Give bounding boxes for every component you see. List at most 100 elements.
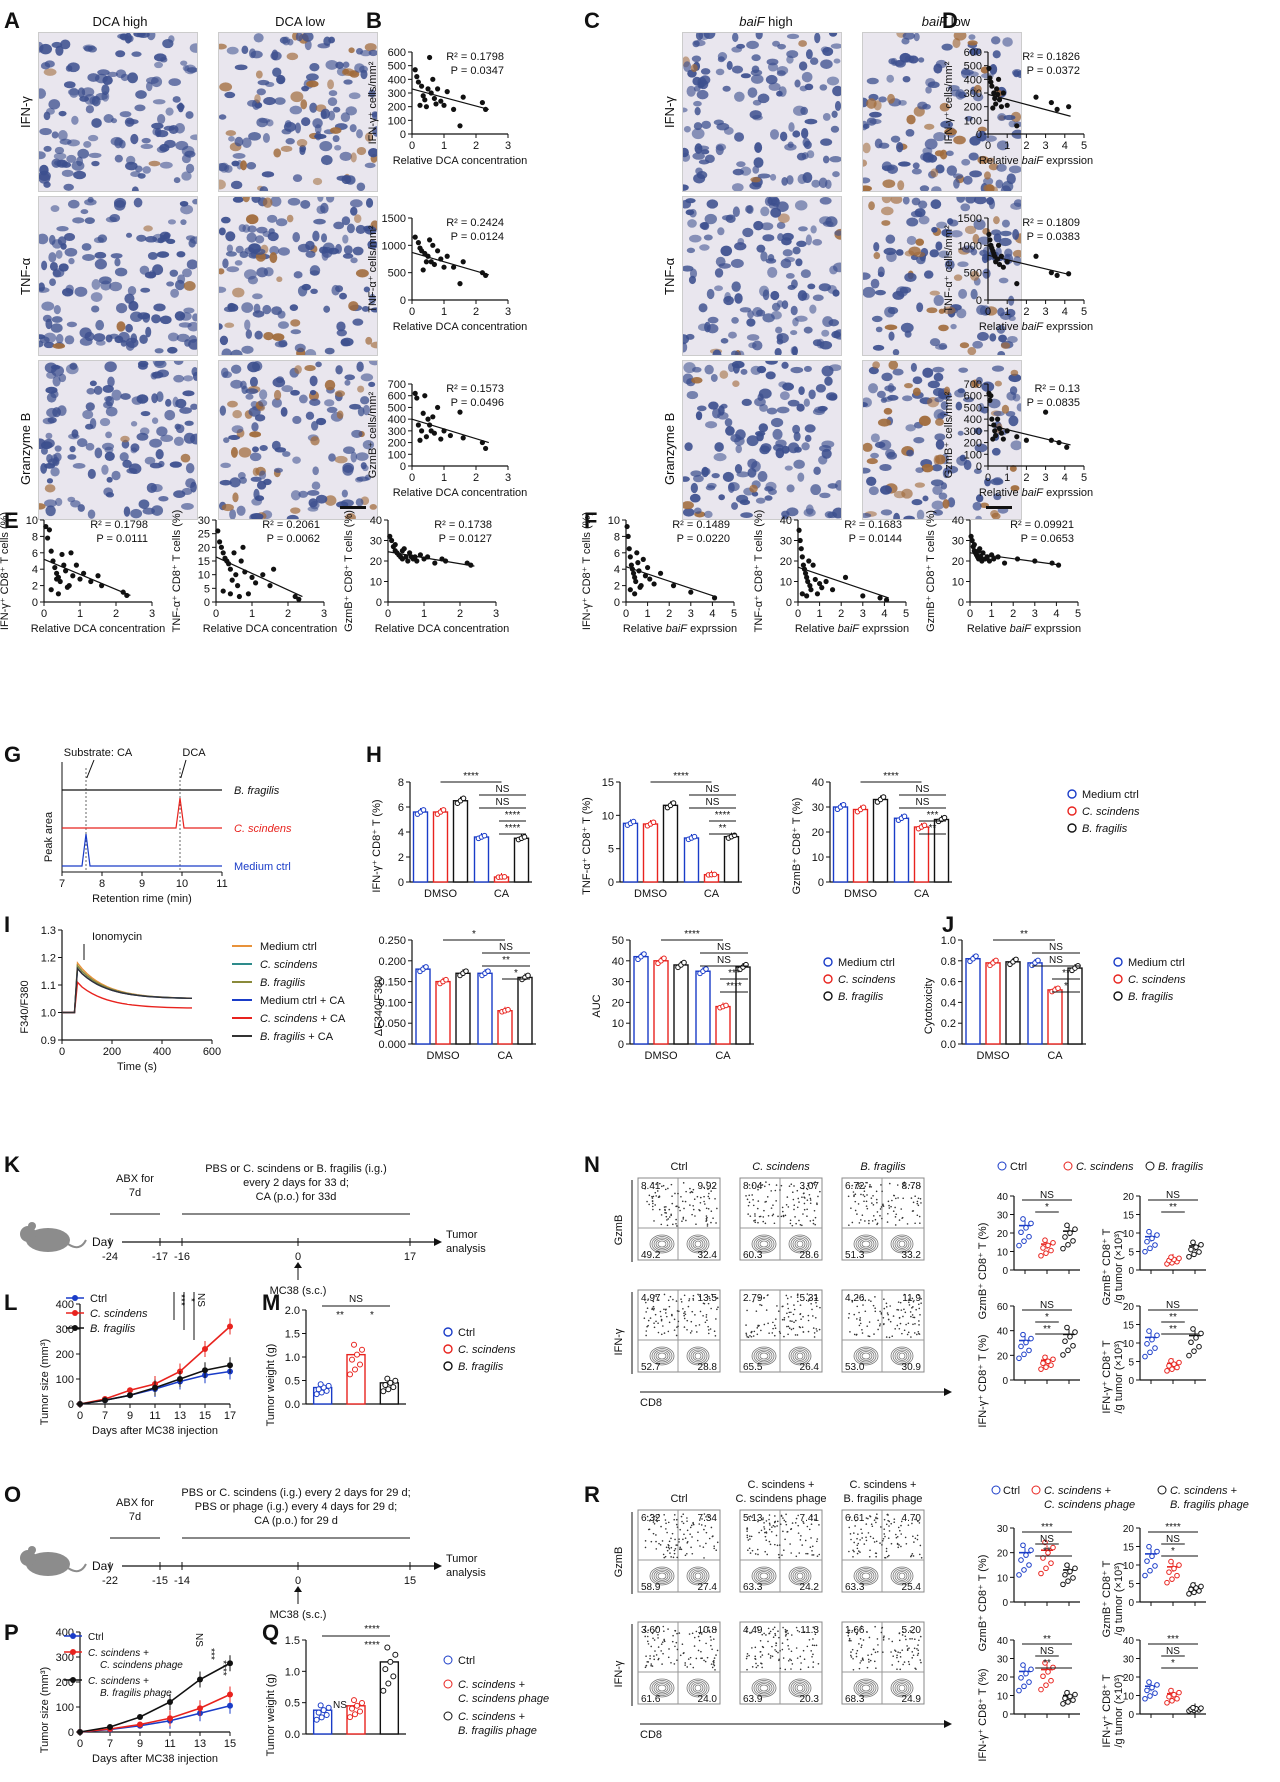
event-dot (768, 1522, 771, 1525)
event-dot (652, 1305, 655, 1308)
event-dot (790, 1634, 793, 1636)
data-point (423, 104, 429, 110)
y-axis-label: Tumor size (mm³) (39, 1667, 51, 1753)
event-dot (897, 1660, 900, 1663)
event-dot (650, 1664, 652, 1667)
event-dot (918, 1522, 921, 1524)
event-dot (814, 1216, 817, 1219)
event-dot (747, 1549, 749, 1551)
bar-point (382, 1666, 389, 1673)
y-tick-label: 10 (812, 852, 824, 864)
event-dot (848, 1224, 850, 1226)
event-dot (698, 1208, 700, 1211)
bar-point (1050, 1664, 1056, 1671)
event-dot (699, 1196, 702, 1199)
sig-mark: ** (1169, 1202, 1177, 1213)
event-dot (905, 1638, 907, 1641)
x-tick-label: 4 (1053, 608, 1059, 620)
event-dot (851, 1301, 854, 1303)
y-tick-label: 300 (56, 1652, 74, 1664)
sig-mark: **** (684, 929, 700, 940)
event-dot (759, 1651, 762, 1653)
density-contour (796, 1684, 804, 1692)
quadrant-value: 28.6 (800, 1250, 820, 1261)
event-dot (791, 1522, 794, 1524)
density-contour (657, 1352, 667, 1360)
event-dot (663, 1293, 666, 1296)
event-dot (807, 1300, 810, 1302)
event-dot (868, 1219, 870, 1222)
event-dot (752, 1300, 754, 1303)
event-dot (649, 1317, 652, 1319)
legend-label: B. fragilis phage (100, 1688, 172, 1699)
sig-mark: **** (505, 810, 521, 821)
density-contour (859, 1239, 873, 1249)
event-dot (659, 1544, 662, 1546)
bar-point (1144, 1341, 1150, 1347)
sig-mark: ** (1020, 929, 1028, 940)
bar-point (1072, 1226, 1078, 1233)
event-dot (703, 1195, 705, 1198)
y-tick-label: 0 (1128, 1376, 1134, 1387)
event-dot (657, 1299, 660, 1301)
event-dot (853, 1333, 856, 1336)
data-point (249, 574, 255, 581)
event-dot (749, 1552, 752, 1554)
quadrant-value: 27.4 (698, 1582, 718, 1593)
sig-mark: ** (502, 955, 510, 966)
event-dot (788, 1648, 790, 1650)
bar-point (1152, 1242, 1158, 1248)
y-axis-label: IFN-γ (613, 1328, 625, 1355)
data-point (1004, 102, 1010, 108)
bar-point (318, 1714, 325, 1721)
y-tick-label: 4 (398, 827, 404, 839)
event-dot (708, 1630, 710, 1633)
event-dot (898, 1219, 901, 1221)
event-dot (661, 1663, 663, 1665)
event-dot (705, 1316, 708, 1318)
x-tick-label: 5 (1075, 608, 1081, 620)
event-dot (799, 1223, 802, 1226)
bar-point (1149, 1684, 1155, 1691)
event-dot (874, 1307, 876, 1309)
bar-point (1146, 1228, 1152, 1235)
bar-point (315, 1709, 322, 1716)
y-tick-label: 40 (370, 515, 382, 527)
y-tick-label: 0 (376, 597, 382, 609)
data-point (640, 556, 646, 562)
y-tick-label: 1.2 (41, 953, 56, 965)
trace-label: B. fragilis (234, 785, 280, 797)
event-dot (860, 1193, 862, 1196)
event-dot (885, 1550, 888, 1553)
event-dot (899, 1322, 902, 1325)
event-dot (761, 1633, 764, 1636)
data-point (432, 560, 438, 566)
sig-mark: NS (1049, 955, 1063, 966)
event-dot (664, 1209, 666, 1212)
panel-label-b: B (366, 8, 382, 33)
event-dot (672, 1634, 674, 1637)
data-point (460, 435, 466, 441)
data-point (670, 583, 677, 589)
event-dot (789, 1222, 792, 1225)
data-point (479, 99, 485, 106)
data-point (412, 234, 418, 240)
x-tick-label: 3 (1043, 140, 1049, 152)
event-dot (671, 1532, 674, 1535)
event-dot (868, 1299, 870, 1301)
event-dot (865, 1539, 868, 1542)
event-dot (917, 1197, 920, 1200)
event-dot (853, 1532, 855, 1534)
density-contour (653, 1237, 671, 1251)
event-dot (715, 1549, 718, 1552)
event-dot (897, 1651, 899, 1653)
event-dot (708, 1197, 711, 1200)
bar-point (1067, 1568, 1073, 1575)
density-contour (755, 1237, 773, 1251)
bar-point (1168, 1358, 1174, 1364)
bar-point (1060, 1701, 1066, 1707)
x-tick-label: 2 (113, 608, 119, 620)
data-point (1014, 123, 1020, 129)
event-dot (659, 1310, 662, 1313)
y-tick-label: 40 (952, 515, 964, 527)
